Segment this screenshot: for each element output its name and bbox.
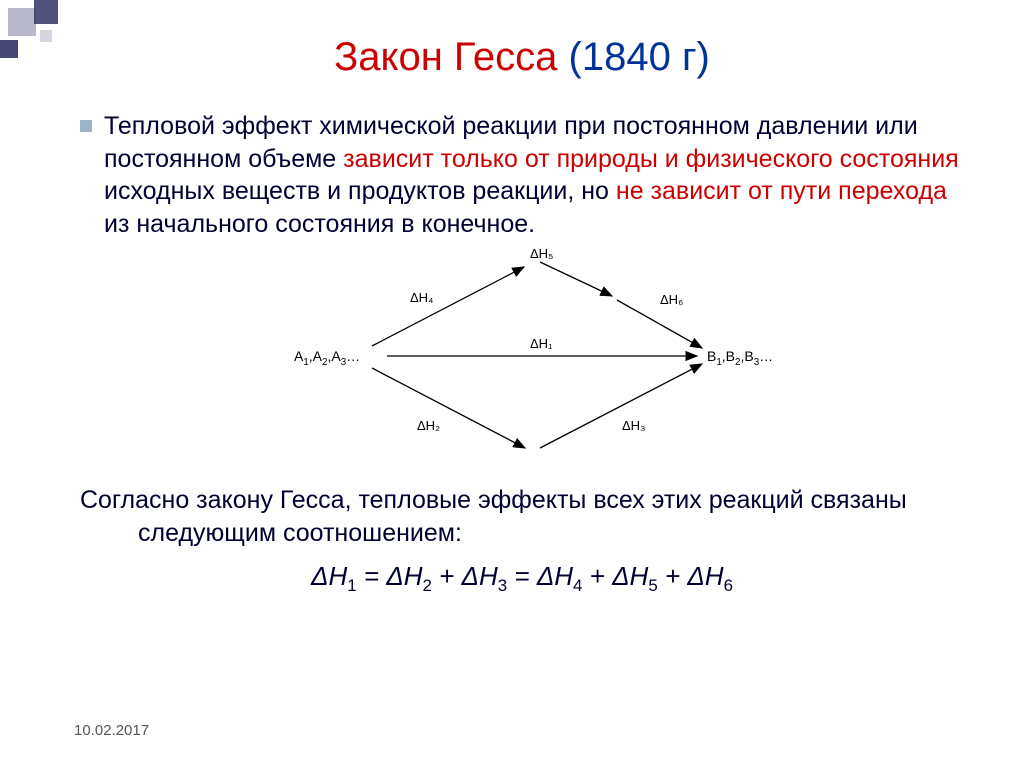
node-A: A1,A2,A3… (294, 348, 360, 368)
slide-title: Закон Гесса (1840 г) (80, 35, 964, 80)
hess-diagram: A1,A2,A3… B1,B2,B3… ΔH₁ ΔH₂ ΔH₃ ΔH₄ ΔH₅ … (252, 250, 792, 470)
paragraph-1: Тепловой эффект химической реакции при п… (80, 110, 964, 240)
label-dh6: ΔH₆ (660, 292, 683, 307)
p1-seg2: зависит только от природы и физического … (343, 145, 959, 173)
label-dh4: ΔH₄ (410, 290, 433, 305)
p1-seg3: исходных веществ и продуктов реакции, но (104, 177, 616, 205)
label-dh1: ΔH₁ (530, 336, 552, 351)
hess-formula: ΔH1 = ΔH2 + ΔH3 = ΔH4 + ΔH5 + ΔH6 (80, 561, 964, 596)
title-part2: (1840 г) (569, 35, 710, 79)
slide-date: 10.02.2017 (74, 722, 149, 739)
p1-seg5: из начального состояния в конечное. (104, 210, 535, 238)
title-part1: Закон Гесса (334, 35, 557, 79)
label-dh5: ΔH₅ (530, 246, 553, 261)
label-dh3: ΔH₃ (622, 418, 645, 433)
node-B: B1,B2,B3… (707, 348, 773, 368)
paragraph-2: Согласно закону Гесса, тепловые эффекты … (80, 484, 964, 549)
label-dh2: ΔH₂ (417, 418, 440, 433)
bullet-icon (80, 120, 92, 132)
p1-seg4: не зависит от пути перехода (616, 177, 947, 205)
slide-content: Закон Гесса (1840 г) Тепловой эффект хим… (0, 0, 1024, 616)
